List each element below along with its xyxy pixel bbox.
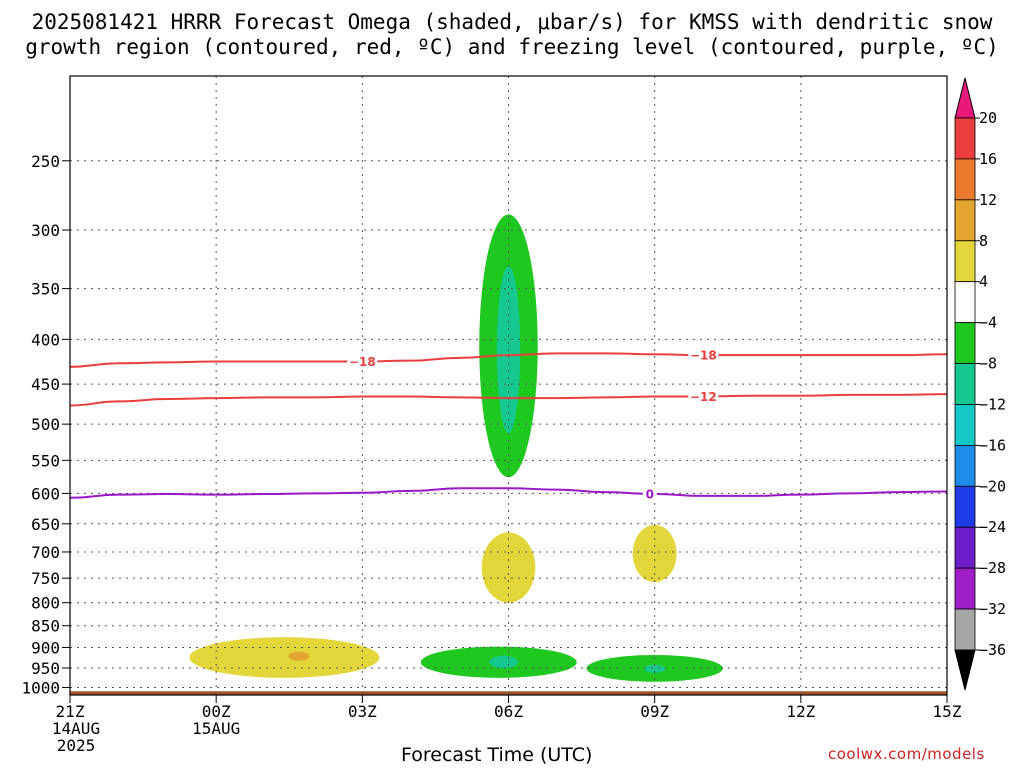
colorbar-segment	[954, 117, 976, 160]
contour-label--18: −18	[349, 355, 376, 369]
colorbar-segment	[954, 526, 976, 569]
y-tick-label: 750	[31, 569, 60, 588]
colorbar-label: 16	[979, 150, 997, 168]
contour-label-bg	[688, 389, 719, 404]
colorbar-label: −32	[979, 600, 1006, 618]
colorbar-label: −28	[979, 559, 1006, 577]
x-tick-label: 09Z	[640, 702, 669, 721]
grid-lines	[70, 76, 947, 695]
chart-title-line-1: 2025081421 HRRR Forecast Omega (shaded, …	[31, 10, 993, 34]
omega-region-7	[489, 655, 519, 668]
contour-line-0	[69, 487, 948, 499]
contour-label-bg	[642, 486, 657, 501]
omega-colorbar: 20 16 12 8 4 −4 −8 −12 −16 −20 −24 −28 −32 −36	[954, 77, 1006, 691]
omega-region-4	[189, 637, 380, 678]
colorbar-segment	[954, 567, 976, 610]
y-tick-label: 500	[31, 415, 60, 434]
colorbar-segment	[954, 281, 976, 324]
colorbar-label: 8	[979, 232, 988, 250]
colorbar-bottom-arrow	[954, 649, 976, 691]
colorbar-segment	[954, 404, 976, 446]
omega-region-5	[288, 651, 310, 661]
y-tick-label: 350	[31, 280, 60, 299]
contour-label--12: −12	[690, 390, 717, 404]
contour-layer: −18 −18 −12 0	[69, 348, 948, 501]
colorbar-top-arrow	[954, 77, 976, 119]
contour-label-bg	[347, 354, 378, 369]
y-tick-label: 1000	[21, 678, 60, 697]
omega-region-9	[643, 664, 666, 673]
colorbar-label: 20	[979, 109, 997, 127]
y-tick-label: 900	[31, 638, 60, 657]
contour-label--18: −18	[690, 349, 717, 363]
x-tick-label: 21Z	[56, 702, 85, 721]
chart-title-line-2: growth region (contoured, red, ºC) and f…	[25, 35, 999, 59]
y-tick-label: 250	[31, 152, 60, 171]
colorbar-segment	[954, 199, 976, 242]
y-tick-label: 300	[31, 221, 60, 240]
colorbar-label: −4	[979, 314, 997, 332]
y-axis-pressure: 250 300 350 400 450 500 550 600 650 700 750 800 850 9…	[21, 152, 70, 697]
source-credit: coolwx.com/models	[828, 745, 985, 763]
x-tick-label: 06Z	[494, 702, 523, 721]
colorbar-label: −8	[979, 355, 997, 373]
colorbar-label: −20	[979, 477, 1006, 495]
y-tick-label: 450	[31, 375, 60, 394]
colorbar-label: −16	[979, 436, 1006, 454]
colorbar-label: −12	[979, 395, 1006, 413]
y-tick-label: 650	[31, 515, 60, 534]
x-axis-title: Forecast Time (UTC)	[401, 744, 593, 766]
x-tick-label: 2025	[57, 736, 96, 755]
x-tick-label: 15Z	[933, 702, 962, 721]
colorbar-segment	[954, 363, 976, 405]
y-tick-label: 950	[31, 659, 60, 678]
y-tick-label: 700	[31, 543, 60, 562]
colorbar-segment	[954, 444, 976, 487]
colorbar-segment	[954, 608, 976, 651]
y-tick-label: 850	[31, 617, 60, 636]
x-tick-label: 15AUG	[192, 719, 240, 738]
contour-label-bg	[688, 348, 719, 363]
colorbar-label: −36	[979, 641, 1006, 659]
y-tick-label: 800	[31, 594, 60, 613]
y-tick-label: 550	[31, 451, 60, 470]
colorbar-segment	[954, 240, 976, 283]
y-tick-label: 600	[31, 484, 60, 503]
colorbar-label: 4	[979, 273, 988, 291]
contour-line--18	[69, 352, 948, 368]
x-tick-label: 14AUG	[52, 719, 100, 738]
x-tick-label: 03Z	[348, 702, 377, 721]
colorbar-segment	[954, 485, 976, 528]
colorbar-label: −24	[979, 518, 1006, 536]
colorbar-segment	[954, 322, 976, 364]
x-tick-label: 00Z	[202, 702, 231, 721]
contour-line--12	[69, 393, 948, 407]
omega-shading-layer	[189, 214, 723, 682]
x-tick-label: 12Z	[786, 702, 815, 721]
colorbar-segment	[954, 158, 976, 201]
y-tick-label: 400	[31, 330, 60, 349]
contour-label-0: 0	[646, 487, 654, 501]
colorbar-label: 12	[979, 191, 997, 209]
